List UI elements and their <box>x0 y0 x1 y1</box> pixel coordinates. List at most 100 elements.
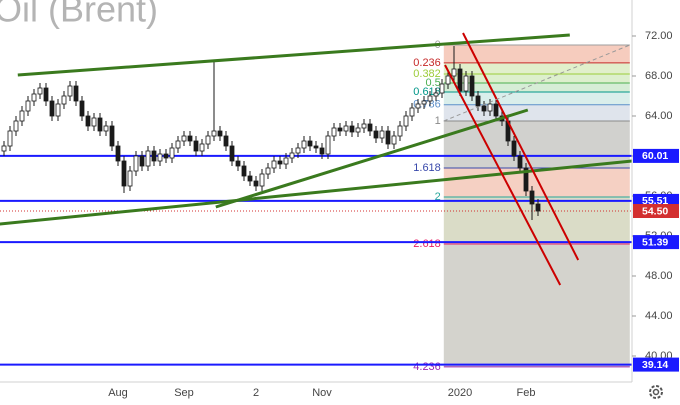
y-tick-label: 44.00 <box>645 310 673 322</box>
candle-body <box>391 135 397 145</box>
fib-band <box>443 62 630 75</box>
candle-body <box>277 160 283 165</box>
candle-body <box>13 120 19 132</box>
fib-band <box>443 74 630 83</box>
settings-icon[interactable] <box>649 385 663 399</box>
candle-body <box>1 145 7 152</box>
candle-body <box>295 147 301 154</box>
candle-body <box>385 130 391 145</box>
fib-band <box>443 167 630 197</box>
candle-body <box>37 87 43 95</box>
fib-label: 0.236 <box>413 57 441 69</box>
candle-body <box>325 135 331 155</box>
candle-body <box>481 105 487 112</box>
candle-body <box>487 103 493 112</box>
trend-line <box>17 33 570 77</box>
candle-body <box>7 130 13 147</box>
candle-body <box>193 140 199 152</box>
candle-body <box>475 95 481 107</box>
candle-body <box>187 135 193 142</box>
candle-body <box>283 157 289 165</box>
candle-body <box>181 135 187 142</box>
candle-body <box>415 103 421 109</box>
candle-body <box>121 160 127 187</box>
y-tick-label: 64.00 <box>645 110 673 122</box>
candle-body <box>133 155 139 172</box>
x-tick-label: 2020 <box>448 387 472 399</box>
chart-title: Oil (Brent) <box>0 0 158 30</box>
trend-line <box>0 159 633 226</box>
candle-body <box>301 140 307 149</box>
candle-body <box>151 150 157 162</box>
candle-body <box>157 153 163 162</box>
candle-body <box>361 123 367 129</box>
candle-body <box>313 145 319 149</box>
candle-body <box>61 95 67 105</box>
candle-body <box>349 125 355 133</box>
gear <box>649 385 663 399</box>
candle-body <box>379 130 385 139</box>
candle-body <box>85 115 91 127</box>
fib-band <box>443 104 630 121</box>
trend-line <box>215 108 529 209</box>
candle-body <box>73 85 79 102</box>
candle-body <box>55 103 61 117</box>
gear-hub <box>652 388 660 396</box>
fib-label: 2.618 <box>413 238 441 250</box>
y-tick-label: 68.00 <box>645 70 673 82</box>
candle-body <box>205 135 211 145</box>
candle-body <box>463 75 469 92</box>
fib-band <box>443 45 630 63</box>
candle-body <box>307 140 313 147</box>
candle-body <box>163 153 169 159</box>
y-tick-label: 72.00 <box>645 30 673 42</box>
candle-body <box>331 127 337 137</box>
candle-body <box>439 83 445 94</box>
price-box-label: 54.50 <box>642 205 668 217</box>
fib-label: 2 <box>435 191 441 203</box>
candle-body <box>403 115 409 127</box>
candle-body <box>517 155 523 169</box>
trend-line <box>443 44 630 122</box>
candle-body <box>31 93 37 102</box>
plot-area: 00.2360.3820.50.6180.78611.61822.6184.23… <box>0 32 633 373</box>
candle-body <box>421 100 427 105</box>
candle-body <box>433 92 439 97</box>
candle-body <box>355 127 361 133</box>
candle-body <box>223 135 229 147</box>
candle-body <box>337 127 343 132</box>
x-tick-label: Sep <box>174 387 194 399</box>
fib-label: 1.618 <box>413 162 441 174</box>
candle-body <box>25 100 31 112</box>
candle-body <box>79 100 85 117</box>
candle-body <box>235 160 241 167</box>
x-tick-label: 2 <box>253 387 259 399</box>
candle-body <box>289 152 295 159</box>
candle-body <box>523 167 529 192</box>
candle-body <box>109 125 115 147</box>
candle-body <box>139 155 145 167</box>
fib-label: 1 <box>435 115 441 127</box>
candle-body <box>229 145 235 162</box>
candle-body <box>445 75 451 85</box>
candle-body <box>97 117 103 132</box>
price-box <box>633 357 679 372</box>
candle-body <box>451 68 457 77</box>
price-box-label: 39.14 <box>642 359 668 371</box>
price-box <box>633 148 679 163</box>
candle-body <box>373 130 379 139</box>
candle-body <box>91 117 97 127</box>
candle-body <box>103 125 109 132</box>
candle-body <box>217 130 223 137</box>
candle-body <box>253 180 259 187</box>
candle-body <box>127 170 133 187</box>
candle-body <box>271 160 277 169</box>
fib-label: 4.236 <box>413 361 441 373</box>
candle-body <box>247 175 253 182</box>
candle-body <box>115 145 121 162</box>
candle-body <box>19 110 25 122</box>
candle-body <box>49 100 55 117</box>
candle-body <box>529 190 535 205</box>
x-tick-label: Aug <box>108 387 128 399</box>
